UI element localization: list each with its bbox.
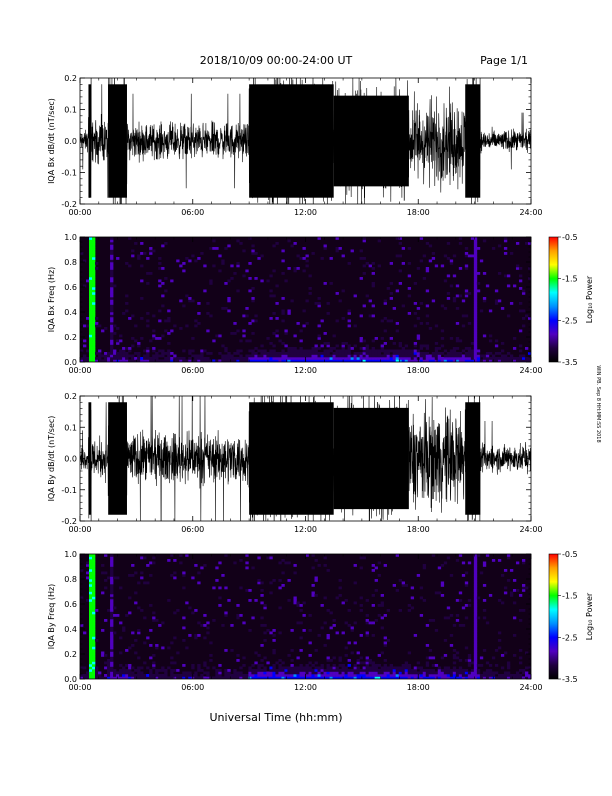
colorbar-gradient [548,236,559,363]
x-tick-label: 00:00 [68,208,91,217]
x-tick-label: 24:00 [519,683,542,692]
y-tick-label: -0.2 [61,517,77,526]
y-tick-label: 0.0 [64,137,77,146]
y-tick-label: 0.1 [64,423,77,432]
spectrogram-cells [80,237,531,362]
y-tick-label: 0.2 [64,650,77,659]
x-tick-label: 00:00 [68,366,91,375]
x-tick-label: 06:00 [181,208,204,217]
colorbar-gradient [548,553,559,680]
y-tick-label: 0.0 [64,455,77,464]
colorbar-tick-label: -3.5 [562,675,578,684]
x-tick-label: 18:00 [407,366,430,375]
colorbar-label: Log₁₀ Power [585,592,594,640]
active-segment-5 [249,402,334,515]
y-tick-label: 0.8 [64,575,77,584]
active-segment-8 [465,84,481,198]
y-tick-label: 0.0 [64,675,77,684]
y-tick-label: -0.2 [61,200,77,209]
by-spectrogram-panel: 00:00 06:00 12:00 18:00 24:00 1.0 0.8 0.6 0.4 0.2… [47,550,543,692]
y-tick-label: 0.6 [64,600,77,609]
by-timeseries-panel: 00:00 06:00 12:00 18:00 24:00 0.2 0.1 0.0 -0.1 -0… [47,392,543,534]
y-axis-label: IQA Bx Freq (Hz) [47,267,56,333]
x-tick-label: 24:00 [519,208,542,217]
active-segment-8 [465,402,481,515]
colorbar-tick-label: -2.5 [562,633,578,642]
x-tick-label: 00:00 [68,525,91,534]
x-tick-label: 24:00 [519,366,542,375]
colorbar-tick-label: -0.5 [562,550,578,559]
colorbar-tick-label: -3.5 [562,358,578,367]
colorbar-label: Log₁₀ Power [585,275,594,323]
active-segment-3 [108,402,127,515]
active-segment-1 [88,402,92,515]
y-tick-label: 0.0 [64,358,77,367]
x-tick-label: 12:00 [294,366,317,375]
colorbar-tick-label: -0.5 [562,233,578,242]
active-segment-5 [249,84,334,198]
x-tick-label: 18:00 [407,525,430,534]
x-tick-label: 00:00 [68,683,91,692]
header-date-range: 2018/10/09 00:00-24:00 UT [200,54,353,67]
side-note: WIN PB. Sep 8 HH:MM:SS 2018 [595,365,601,442]
x-tick-label: 18:00 [407,208,430,217]
y-tick-label: 0.2 [64,333,77,342]
y-tick-label: -0.1 [61,486,77,495]
colorbar-tick-label: -1.5 [562,592,578,601]
x-tick-label: 18:00 [407,683,430,692]
by-colorbar: -0.5 -1.5 -2.5 -3.5 Log₁₀ Power [548,550,594,684]
bx-spectrogram-panel: 00:00 06:00 12:00 18:00 24:00 1.0 0.8 0.6 0.4 0.2… [47,233,543,375]
active-segment-6 [333,95,409,187]
y-tick-label: 0.8 [64,258,77,267]
y-tick-label: 0.2 [64,74,77,83]
y-tick-label: 0.4 [64,308,77,317]
x-tick-label: 12:00 [294,525,317,534]
y-tick-label: 1.0 [64,233,77,242]
colorbar-tick-label: -1.5 [562,275,578,284]
x-axis-title: Universal Time (hh:mm) [210,711,343,724]
header-page-number: Page 1/1 [480,54,528,67]
x-tick-label: 12:00 [294,683,317,692]
x-tick-label: 06:00 [181,525,204,534]
y-tick-label: 0.4 [64,625,77,634]
y-axis-label: IQA Bx dB/dt (nT/sec) [47,98,56,184]
colorbar-tick-label: -2.5 [562,316,578,325]
y-tick-label: 0.1 [64,106,77,115]
x-tick-label: 12:00 [294,208,317,217]
y-tick-label: 1.0 [64,550,77,559]
y-tick-label: -0.1 [61,169,77,178]
bx-timeseries-panel: 00:00 06:00 12:00 18:00 24:00 0.2 0.1 0.0 -0.1 -0… [47,74,543,217]
x-tick-label: 24:00 [519,525,542,534]
bx-colorbar: -0.5 -1.5 -2.5 -3.5 Log₁₀ Power [548,233,594,367]
active-segment-6 [333,407,409,510]
x-tick-label: 06:00 [181,366,204,375]
y-axis-label: IQA By Freq (Hz) [47,584,56,650]
active-segment-1 [88,84,92,198]
spectrogram-cells [80,554,531,679]
y-axis-label: IQA By dB/dt (nT/sec) [47,416,56,502]
active-segment-3 [108,84,127,198]
x-tick-label: 06:00 [181,683,204,692]
y-tick-label: 0.2 [64,392,77,401]
y-tick-label: 0.6 [64,283,77,292]
